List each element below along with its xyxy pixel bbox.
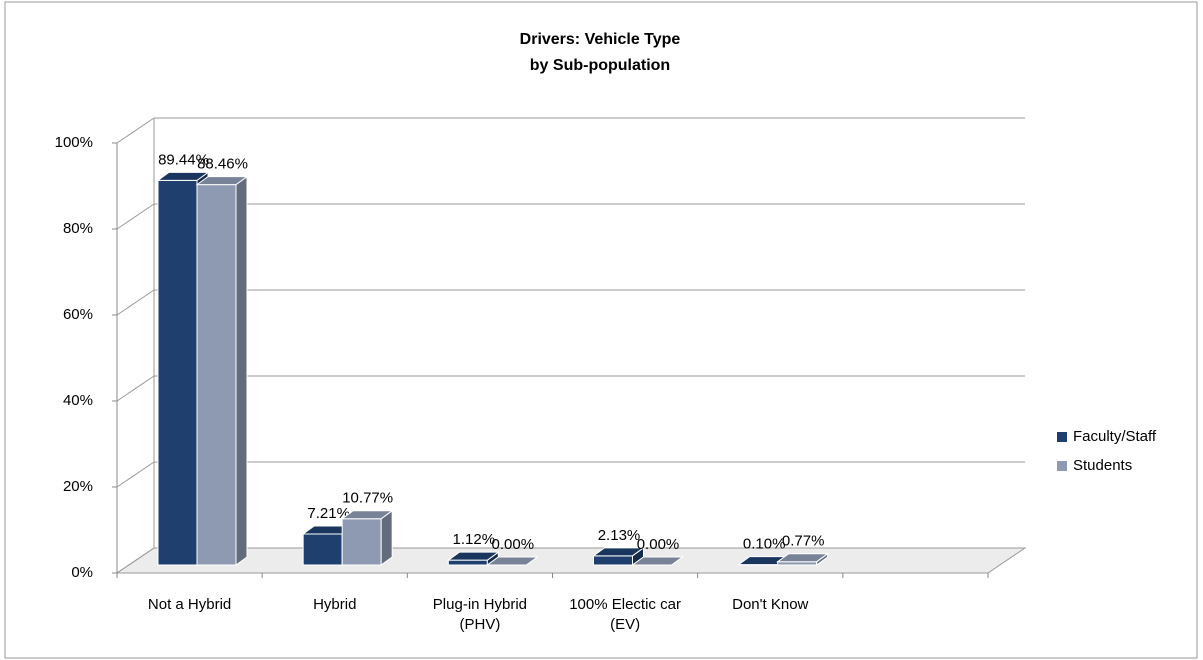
- grid-line-side: [116, 461, 155, 488]
- bar-top: [156, 171, 210, 181]
- y-tick-label: 80%: [63, 220, 93, 237]
- bar-top: [630, 556, 685, 566]
- bar: [340, 509, 394, 566]
- grid-line-side: [116, 547, 155, 574]
- bar: [195, 175, 249, 566]
- bar: [776, 552, 830, 566]
- bar-top: [485, 556, 539, 566]
- bar-front: [302, 533, 343, 566]
- x-tick-label: Plug-in Hybrid (PHV): [432, 596, 528, 633]
- data-label: 0.00%: [637, 536, 680, 553]
- bar-side: [380, 509, 393, 566]
- bar-top: [776, 553, 830, 563]
- x-tick-label: Not a Hybrid: [147, 596, 232, 613]
- floor: [115, 547, 1027, 574]
- data-label: 0.10%: [743, 536, 786, 553]
- data-label: 0.00%: [492, 536, 535, 553]
- legend-label: Students: [1073, 457, 1132, 474]
- grid-line-side: [116, 289, 155, 316]
- legend-label: Faculty/Staff: [1073, 428, 1157, 445]
- chart-subtitle: by Sub-population: [530, 57, 670, 74]
- data-label: 88.46%: [197, 156, 248, 173]
- data-label: 10.77%: [342, 490, 393, 507]
- x-tick-label: Don't Know: [732, 596, 809, 613]
- bar-top: [340, 510, 394, 520]
- y-tick-label: 100%: [55, 134, 93, 151]
- data-label: 7.21%: [307, 505, 350, 522]
- bar: [630, 556, 685, 566]
- x-tick-label: Hybrid: [313, 596, 357, 613]
- grid-line-side: [116, 203, 155, 230]
- bar-front: [447, 559, 488, 566]
- bar-front: [593, 555, 633, 566]
- bar: [591, 546, 646, 566]
- bar-front: [157, 179, 198, 566]
- data-label: 2.13%: [598, 527, 641, 544]
- legend-swatch: [1057, 461, 1067, 471]
- bar: [485, 556, 539, 566]
- bar-top: [591, 547, 646, 557]
- bar-front: [196, 184, 237, 566]
- y-tick-label: 0%: [71, 564, 93, 581]
- data-label: 1.12%: [453, 531, 496, 548]
- x-tick-label: 100% Electic car (EV): [569, 596, 681, 633]
- bar-top: [446, 551, 500, 561]
- bar-top: [195, 176, 249, 186]
- data-label: 0.77%: [782, 533, 825, 550]
- legend-swatch: [1057, 432, 1067, 442]
- bar-side: [235, 175, 248, 566]
- bar-front: [341, 518, 382, 566]
- y-tick-label: 60%: [63, 306, 93, 323]
- data-label: 89.44%: [158, 151, 209, 168]
- grid-line-side: [116, 375, 155, 402]
- grid-line-side: [116, 117, 155, 144]
- y-tick-label: 20%: [63, 478, 93, 495]
- chart-title: Drivers: Vehicle Type: [520, 31, 681, 48]
- y-tick-label: 40%: [63, 392, 93, 409]
